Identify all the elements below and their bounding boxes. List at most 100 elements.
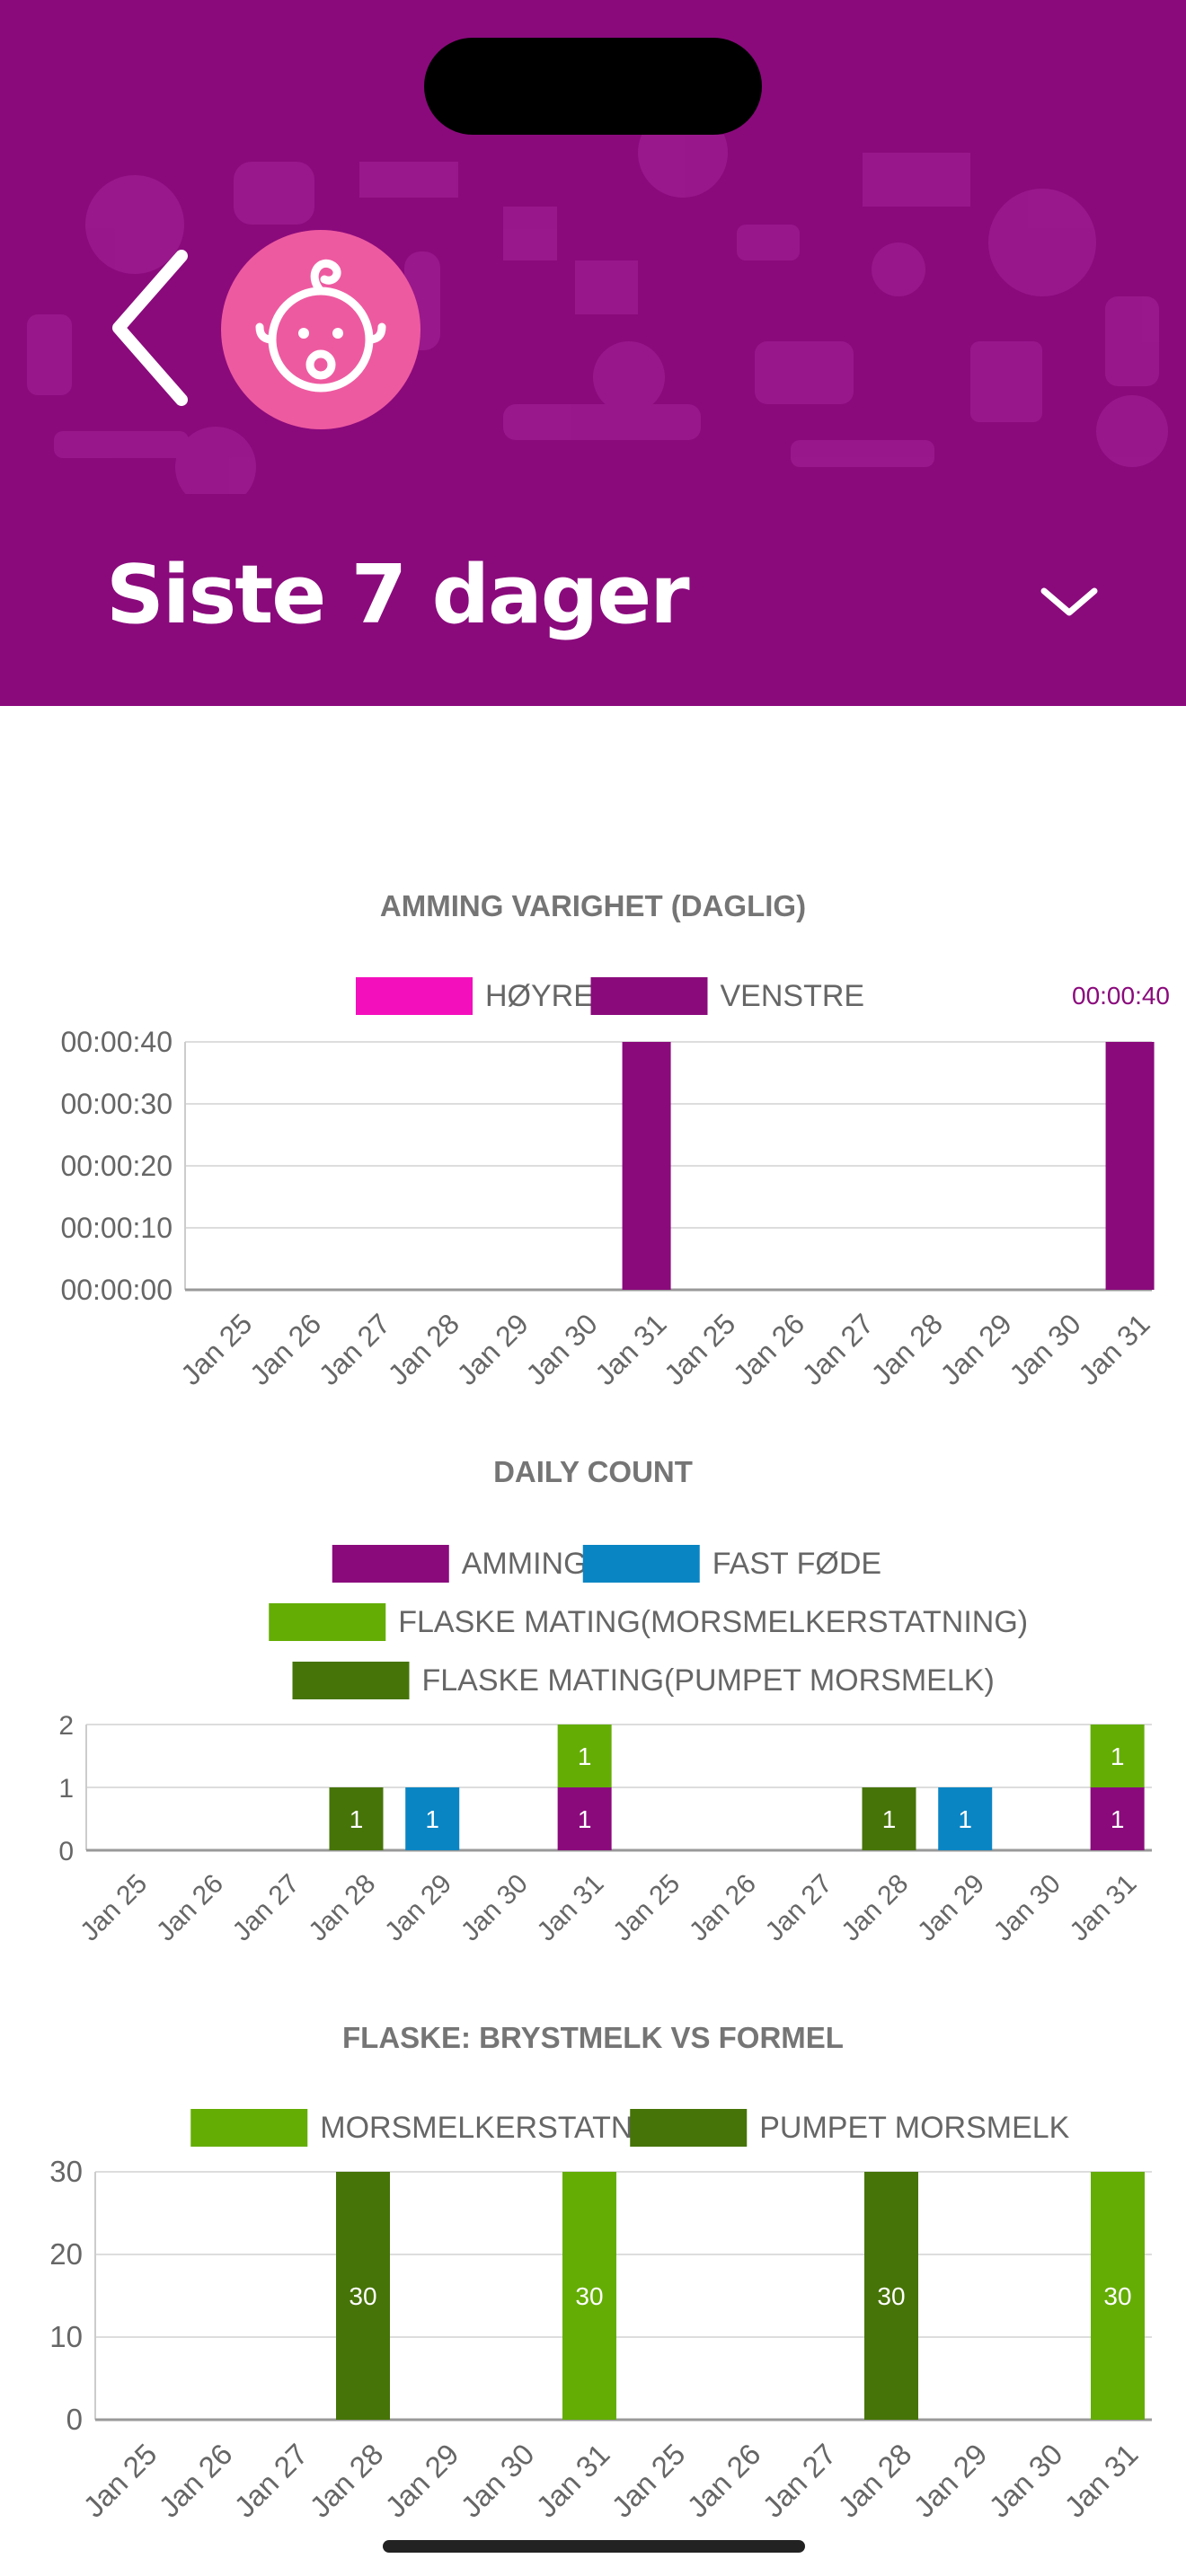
bar-data-label: 1: [1111, 1742, 1125, 1770]
y-tick-label: 20: [49, 2237, 83, 2271]
x-tick-label: Jan 29: [379, 1869, 457, 1947]
chart-title-daily-count: DAILY COUNT: [493, 1455, 693, 1488]
x-tick-label: Jan 27: [756, 2437, 842, 2523]
legend-swatch: [582, 1545, 700, 1583]
bar-data-label: 1: [425, 1805, 439, 1833]
x-tick-label: Jan 26: [684, 1869, 762, 1947]
x-tick-label: Jan 28: [865, 1308, 949, 1391]
x-tick-label: Jan 30: [456, 1869, 534, 1947]
x-tick-label: Jan 27: [760, 1869, 838, 1947]
bar: [557, 1725, 612, 1787]
bar-data-label: 1: [882, 1805, 897, 1833]
x-tick-label: Jan 27: [796, 1308, 880, 1391]
legend-label: VENSTRE: [721, 979, 865, 1013]
x-tick-label: Jan 25: [658, 1308, 741, 1391]
bar: [405, 1787, 460, 1850]
bar: [336, 2172, 390, 2420]
x-tick-label: Jan 31: [1065, 1869, 1143, 1947]
y-tick-label: 30: [49, 2155, 83, 2188]
x-tick-label: Jan 27: [227, 1869, 305, 1947]
chart-flaske: MORSMELKERSTATNING PUMPET MORSMELK 0 10 20 30…: [49, 2109, 1152, 2524]
chart-title-flaske: FLASKE: BRYSTMELK VS FORMEL: [342, 2021, 844, 2054]
x-tick-label: Jan 31: [1058, 2437, 1144, 2523]
bar-data-label: 1: [578, 1805, 592, 1833]
legend-swatch: [332, 1545, 449, 1583]
x-tick-label: Jan 25: [76, 2437, 163, 2523]
y-tick-label: 00:00:40: [60, 1026, 173, 1058]
x-tick-label: Jan 28: [303, 2437, 389, 2523]
x-tick-label: Jan 29: [378, 2437, 465, 2523]
chevron-left-icon: [112, 250, 188, 406]
header: Siste 7 dager: [0, 0, 1186, 706]
chart-title-amming-varighet: AMMING VARIGHET (DAGLIG): [379, 889, 807, 922]
bar-data-label: 1: [350, 1805, 364, 1833]
period-dropdown[interactable]: [1031, 575, 1107, 629]
baby-avatar[interactable]: [221, 230, 420, 429]
legend-swatch: [292, 1662, 410, 1699]
bar-data-label: 1: [578, 1742, 592, 1770]
x-tick-label: Jan 27: [227, 2437, 314, 2523]
x-tick-label: Jan 29: [912, 1869, 990, 1947]
x-tick-label: Jan 27: [313, 1308, 396, 1391]
x-tick-label: Jan 31: [529, 2437, 615, 2523]
bar: [1105, 1042, 1155, 1290]
bar-data-label: 30: [575, 2282, 603, 2310]
legend-label: MORSMELKERSTATNING: [320, 2111, 687, 2145]
x-tick-label: Jan 25: [174, 1308, 258, 1391]
bar-data-label: 30: [1103, 2282, 1131, 2310]
x-tick-label: Jan 29: [451, 1308, 535, 1391]
x-tick-label: Jan 31: [532, 1869, 610, 1947]
bar: [562, 2172, 616, 2420]
chart-daily-count: AMMING FAST FØDE FLASKE MATING(MORSMELKERS…: [58, 1545, 1152, 1947]
legend-label: FAST FØDE: [712, 1547, 881, 1581]
legend-label: FLASKE MATING(MORSMELKERSTATNING): [398, 1605, 1028, 1639]
y-tick-label: 0: [66, 2403, 83, 2436]
bar: [862, 1787, 916, 1850]
y-tick-label: 00:00:10: [60, 1212, 173, 1244]
x-tick-label: Jan 30: [1003, 1308, 1086, 1391]
legend-label: PUMPET MORSMELK: [759, 2111, 1069, 2145]
bar: [329, 1787, 384, 1850]
chevron-down-icon: [1040, 587, 1098, 616]
y-tick-label: 00:00:30: [60, 1088, 173, 1120]
legend-label: FLASKE MATING(PUMPET MORSMELK): [422, 1663, 995, 1698]
x-tick-label: Jan 29: [934, 1308, 1018, 1391]
y-tick-label: 1: [58, 1774, 74, 1804]
x-tick-label: Jan 30: [982, 2437, 1068, 2523]
x-tick-label: Jan 26: [243, 1308, 327, 1391]
y-tick-label: 00:00:20: [60, 1150, 173, 1182]
bar: [1090, 1725, 1145, 1787]
x-tick-label: Jan 26: [680, 2437, 766, 2523]
y-tick-label: 2: [58, 1711, 74, 1741]
x-tick-label: Jan 31: [589, 1308, 672, 1391]
x-tick-label: Jan 31: [1072, 1308, 1155, 1391]
home-indicator: [383, 2540, 805, 2553]
x-tick-label: Jan 25: [605, 2437, 691, 2523]
x-tick-label: Jan 30: [519, 1308, 603, 1391]
bar: [622, 1042, 671, 1290]
x-tick-label: Jan 29: [907, 2437, 993, 2523]
x-tick-label: Jan 26: [727, 1308, 810, 1391]
bar-data-label: 1: [1111, 1805, 1125, 1833]
back-button[interactable]: [90, 243, 207, 413]
legend-swatch: [356, 977, 473, 1015]
x-tick-label: Jan 30: [988, 1869, 1067, 1947]
y-tick-label: 10: [49, 2320, 83, 2353]
bar: [864, 2172, 918, 2420]
bar: [1090, 1787, 1145, 1850]
bar: [557, 1787, 612, 1850]
y-tick-label: 0: [58, 1837, 74, 1866]
x-tick-label: Jan 25: [607, 1869, 686, 1947]
camera-notch: [424, 38, 762, 135]
bar-data-label: 30: [349, 2282, 376, 2310]
x-tick-label: Jan 25: [75, 1869, 153, 1947]
legend-swatch: [630, 2109, 748, 2147]
bar: [938, 1787, 993, 1850]
chart-amming-varighet: HØYRE VENSTRE 00:00:00 00:00:10 00:00:20 00:0…: [60, 977, 1170, 1391]
x-tick-label: Jan 28: [382, 1308, 465, 1391]
bar: [1091, 2172, 1145, 2420]
legend-swatch: [190, 2109, 308, 2147]
x-tick-label: Jan 28: [303, 1869, 381, 1947]
x-tick-label: Jan 30: [454, 2437, 540, 2523]
legend-label: HØYRE: [485, 979, 594, 1013]
